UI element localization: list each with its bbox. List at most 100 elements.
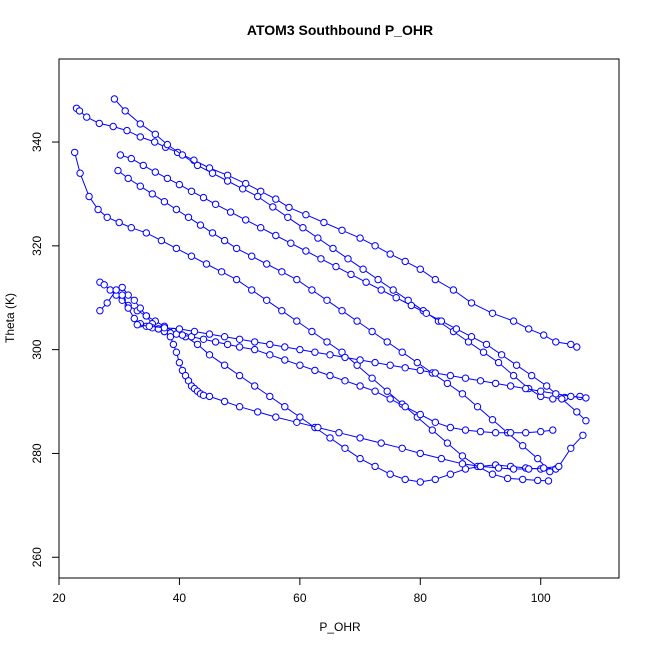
data-point: [443, 379, 452, 388]
data-point: [491, 429, 500, 437]
data-point: [371, 462, 379, 471]
data-point: [476, 377, 485, 385]
data-point: [263, 260, 271, 268]
data-point: [509, 465, 518, 473]
data-point: [211, 200, 220, 209]
data-point: [573, 343, 581, 351]
series-9: [133, 321, 590, 402]
data-point: [494, 358, 503, 367]
data-point: [205, 392, 214, 401]
data-point: [323, 296, 331, 304]
data-point: [100, 281, 108, 289]
data-point: [281, 356, 289, 364]
y-tick-label: 300: [30, 339, 44, 359]
data-point: [254, 192, 262, 201]
data-point: [272, 231, 280, 240]
data-point: [446, 371, 455, 380]
data-point: [558, 395, 566, 403]
data-point: [272, 413, 280, 421]
data-point: [85, 192, 93, 201]
data-point: [248, 252, 256, 260]
data-point: [509, 317, 518, 325]
data-point: [371, 358, 379, 367]
data-point: [401, 475, 409, 484]
data-point: [341, 377, 349, 385]
data-point: [503, 474, 512, 483]
data-point: [235, 371, 244, 380]
data-point: [121, 107, 129, 115]
series-line: [76, 107, 577, 348]
data-point: [205, 351, 214, 359]
data-point: [118, 291, 126, 299]
x-tick-label: 80: [414, 591, 428, 605]
data-point: [199, 193, 208, 202]
data-point: [223, 340, 232, 349]
data-point: [76, 169, 84, 177]
data-point: [94, 205, 102, 214]
data-point: [389, 286, 397, 294]
series-line: [117, 170, 551, 472]
data-point: [118, 283, 126, 292]
data-point: [251, 382, 259, 390]
data-point: [431, 475, 439, 484]
data-point: [473, 403, 482, 411]
data-point: [383, 387, 391, 395]
data-point: [220, 333, 229, 341]
data-point: [537, 427, 545, 436]
data-point: [534, 476, 542, 485]
data-point: [386, 361, 394, 369]
data-point: [555, 462, 563, 471]
data-point: [543, 382, 551, 390]
data-point: [124, 291, 132, 299]
data-point: [467, 299, 476, 307]
x-tick-label: 40: [173, 591, 187, 605]
data-point: [537, 387, 545, 395]
data-point: [326, 434, 334, 442]
data-point: [71, 148, 79, 157]
data-point: [223, 177, 232, 185]
data-point: [248, 286, 256, 294]
data-point: [266, 340, 274, 349]
data-point: [314, 423, 322, 432]
data-point: [272, 195, 280, 203]
data-point: [254, 408, 262, 416]
data-point: [497, 351, 506, 359]
data-point: [540, 464, 548, 472]
data-point: [443, 439, 452, 447]
data-point: [220, 236, 229, 245]
data-point: [368, 327, 376, 336]
data-point: [326, 371, 334, 380]
data-point: [175, 325, 184, 333]
data-point: [446, 423, 455, 432]
data-point: [509, 371, 518, 380]
data-point: [482, 340, 491, 349]
x-tick-label: 100: [531, 591, 551, 605]
data-point: [235, 403, 244, 411]
data-point: [190, 327, 199, 336]
data-point: [263, 296, 271, 304]
data-point: [488, 309, 497, 317]
data-point: [293, 317, 301, 325]
data-point: [226, 208, 235, 216]
data-point: [476, 462, 485, 471]
data-point: [362, 278, 370, 286]
data-point: [142, 229, 151, 237]
data-point: [193, 161, 202, 170]
data-point: [579, 431, 587, 439]
data-point: [416, 265, 424, 273]
data-point: [239, 185, 247, 193]
data-point: [123, 126, 131, 135]
data-point: [488, 416, 497, 424]
data-point: [368, 374, 376, 382]
data-point: [353, 317, 361, 325]
data-point: [546, 467, 554, 476]
data-point: [308, 327, 316, 336]
data-point: [251, 338, 259, 346]
data-point: [114, 166, 122, 175]
data-point: [103, 299, 111, 307]
data-point: [317, 255, 325, 263]
data-point: [512, 361, 521, 369]
series-line: [99, 286, 553, 434]
data-point: [374, 275, 382, 284]
data-point: [169, 340, 178, 349]
